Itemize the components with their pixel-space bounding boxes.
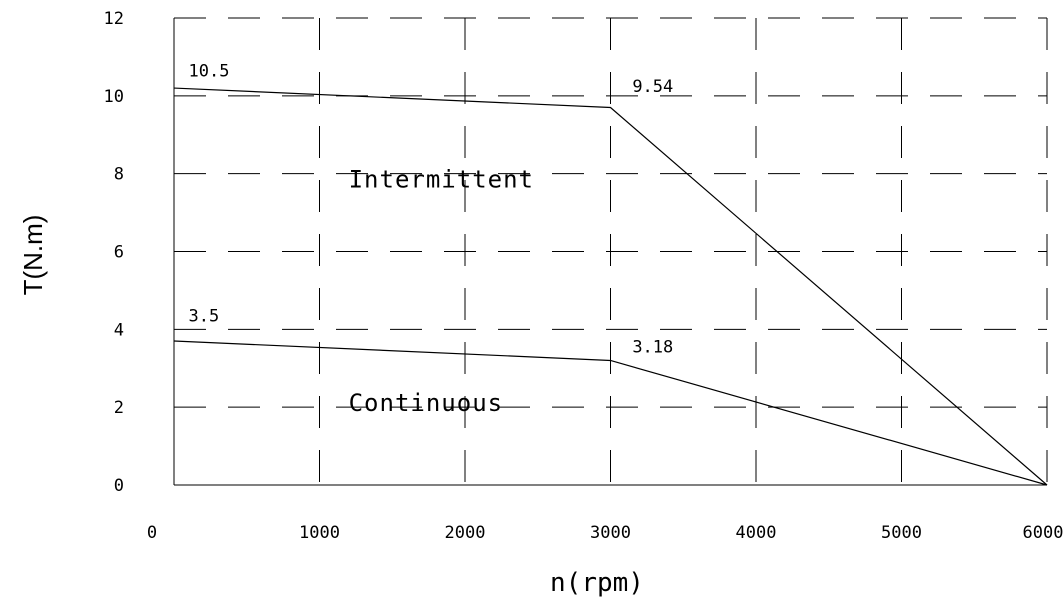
annotation-9-54: 9.54 [632, 77, 673, 97]
annotation-3-18: 3.18 [632, 338, 673, 358]
series-line-intermittent [173, 87, 1048, 486]
y-tick-0: 0 [114, 476, 124, 496]
series [173, 87, 1048, 486]
annotation-3-5: 3.5 [189, 307, 220, 327]
grid [174, 17, 1048, 485]
y-tick-2: 2 [114, 398, 124, 418]
labels: 0 2 4 6 8 10 12 0 1000 2000 3000 4000 5000 6000 Interm… [104, 9, 1064, 543]
y-tick-4: 4 [114, 320, 124, 340]
x-tick-4000: 4000 [736, 523, 777, 543]
y-tick-6: 6 [114, 243, 124, 263]
x-tick-3000: 3000 [590, 523, 631, 543]
x-tick-6000: 6000 [1023, 523, 1064, 543]
y-axis-label: T(N.m) [18, 215, 48, 296]
x-tick-1000: 1000 [299, 523, 340, 543]
region-label-intermittent: Intermittent [349, 165, 534, 193]
x-tick-2000: 2000 [445, 523, 486, 543]
x-axis-label: n(rpm) [550, 568, 644, 598]
series-line-continuous [173, 340, 1048, 486]
x-tick-5000: 5000 [881, 523, 922, 543]
axes [173, 18, 1047, 486]
y-tick-12: 12 [104, 9, 124, 29]
y-tick-8: 8 [114, 165, 124, 185]
annotation-10-5: 10.5 [189, 61, 230, 81]
y-tick-10: 10 [104, 87, 124, 107]
region-label-continuous: Continuous [349, 389, 504, 417]
x-tick-0: 0 [147, 523, 157, 543]
